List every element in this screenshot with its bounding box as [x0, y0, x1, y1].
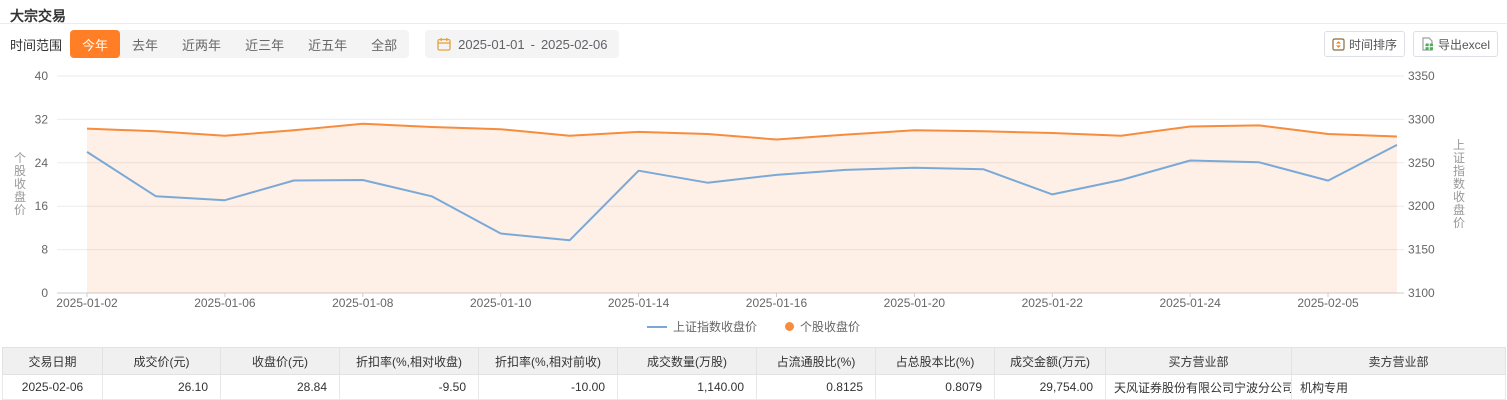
date-start: 2025-01-01 [458, 36, 525, 52]
col-float-ratio: 占流通股比(%) [756, 347, 876, 375]
left-axis-tick: 32 [35, 112, 49, 126]
export-excel-label: 导出excel [1437, 37, 1490, 52]
cell-volume: 1,140.00 [617, 374, 757, 400]
date-end: 2025-02-06 [540, 36, 608, 52]
sort-icon [1332, 37, 1345, 51]
x-axis-tick: 2025-01-10 [470, 296, 532, 310]
col-buyer: 买方营业部 [1105, 347, 1292, 375]
x-axis-tick: 2025-02-05 [1297, 296, 1359, 310]
date-range-picker[interactable]: 2025-01-01 - 2025-02-06 [425, 30, 620, 58]
legend-stock-label: 个股收盘价 [800, 320, 861, 334]
left-axis-title: 个股收盘价 [14, 151, 26, 217]
legend-item-stock[interactable]: 个股收盘价 [785, 318, 860, 335]
cell-trade-price: 26.10 [102, 374, 221, 400]
col-trade-price: 成交价(元) [102, 347, 221, 375]
right-axis-tick: 3100 [1408, 286, 1435, 300]
stock-price-area [87, 123, 1397, 293]
cell-float-ratio: 0.8125 [756, 374, 876, 400]
x-axis-tick: 2025-01-22 [1022, 296, 1084, 310]
cell-discount-vs-close: -9.50 [339, 374, 479, 400]
stock-price-line [86, 122, 1398, 141]
table-header: 交易日期 成交价(元) 收盘价(元) 折扣率(%,相对收盘) 折扣率(%,相对前… [2, 347, 1506, 375]
time-range-label: 时间范围 [10, 37, 63, 53]
range-all[interactable]: 全部 [359, 30, 409, 58]
chart-legend: 上证指数收盘价 个股收盘价 [0, 318, 1507, 335]
range-2-years[interactable]: 近两年 [170, 30, 233, 58]
legend-item-sse[interactable]: 上证指数收盘价 [646, 318, 757, 335]
col-discount-vs-close: 折扣率(%,相对收盘) [339, 347, 479, 375]
x-axis-tick: 2025-01-08 [332, 296, 394, 310]
x-axis-tick: 2025-01-02 [56, 296, 118, 310]
range-5-years[interactable]: 近五年 [296, 30, 359, 58]
left-axis-tick: 40 [35, 69, 49, 83]
cell-trade-date: 2025-02-06 [2, 374, 103, 400]
controls-bar: 时间范围 今年 去年 近两年 近三年 近五年 全部 2025-01-01 - 2… [0, 29, 1507, 59]
x-axis-tick: 2025-01-16 [746, 296, 808, 310]
legend-sse-label: 上证指数收盘价 [672, 320, 757, 334]
time-range-group: 今年 去年 近两年 近三年 近五年 全部 [70, 30, 410, 58]
date-separator: - [530, 36, 535, 52]
trades-table: 交易日期 成交价(元) 收盘价(元) 折扣率(%,相对收盘) 折扣率(%,相对前… [2, 347, 1506, 400]
calendar-icon [437, 38, 451, 51]
col-total-ratio: 占总股本比(%) [875, 347, 995, 375]
blue-line-marker [646, 325, 667, 328]
right-axis-title: 上证指数收盘价 [1453, 138, 1465, 230]
range-3-years[interactable]: 近三年 [233, 30, 296, 58]
right-axis-tick: 3150 [1408, 243, 1435, 257]
x-axis-tick: 2025-01-20 [884, 296, 946, 310]
col-volume: 成交数量(万股) [617, 347, 757, 375]
cell-buyer: 天风证券股份有限公司宁波分公司 [1105, 374, 1292, 400]
x-axis-tick: 2025-01-14 [608, 296, 670, 310]
right-axis-tick: 3300 [1408, 112, 1435, 126]
left-axis-tick: 24 [35, 156, 49, 170]
price-chart-canvas[interactable]: 0 8 16 24 32 40 3100 3150 3200 3250 3300 3350 2025-0… [0, 56, 1507, 314]
range-last-year[interactable]: 去年 [120, 30, 170, 58]
col-discount-vs-prev: 折扣率(%,相对前收) [478, 347, 618, 375]
cell-amount: 29,754.00 [994, 374, 1106, 400]
page-header: 大宗交易 [0, 0, 1507, 24]
table-row: 2025-02-06 26.10 28.84 -9.50 -10.00 1,14… [2, 374, 1506, 400]
col-trade-date: 交易日期 [2, 347, 103, 375]
range-this-year[interactable]: 今年 [70, 30, 121, 58]
x-axis-tick: 2025-01-24 [1159, 296, 1221, 310]
col-seller: 卖方营业部 [1291, 347, 1506, 375]
right-axis-tick: 3200 [1408, 199, 1435, 213]
right-actions: 时间排序 导出excel [1323, 31, 1498, 57]
time-sort-label: 时间排序 [1348, 37, 1397, 52]
right-axis-tick: 3350 [1408, 69, 1435, 83]
cell-discount-vs-prev: -10.00 [478, 374, 618, 400]
left-axis-tick: 0 [41, 286, 48, 300]
right-axis-tick: 3250 [1408, 156, 1435, 170]
orange-dot-marker [785, 322, 794, 331]
col-close-price: 收盘价(元) [220, 347, 340, 375]
page-title: 大宗交易 [10, 8, 66, 24]
left-axis-tick: 16 [35, 199, 49, 213]
excel-icon [1422, 37, 1433, 51]
export-excel-button[interactable]: 导出excel [1412, 31, 1498, 57]
time-sort-button[interactable]: 时间排序 [1323, 31, 1405, 57]
col-amount: 成交金额(万元) [994, 347, 1106, 375]
left-axis-tick: 8 [41, 243, 48, 257]
cell-seller: 机构专用 [1291, 374, 1506, 400]
sse-index-line [86, 144, 1398, 242]
cell-total-ratio: 0.8079 [875, 374, 995, 400]
x-axis-tick: 2025-01-06 [194, 296, 256, 310]
cell-close-price: 28.84 [220, 374, 340, 400]
